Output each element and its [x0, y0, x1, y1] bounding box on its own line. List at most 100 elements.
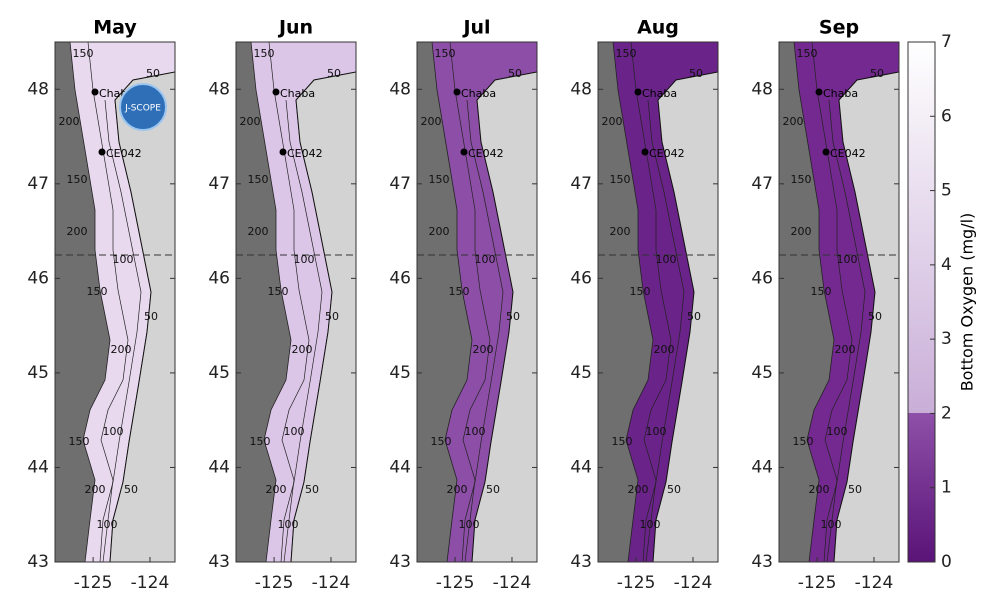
contour-label: 150	[797, 47, 818, 60]
map-panel: 150 50 200 150 200 100 150 50 200 100 150 200 50 100 C…	[570, 17, 719, 593]
contour-label: 200	[59, 115, 80, 128]
station-label: Chaba	[642, 87, 677, 100]
contour-label: 150	[87, 285, 108, 298]
contour-label: 200	[67, 225, 88, 238]
contour-label: 50	[305, 483, 319, 496]
station-label: CE042	[649, 147, 685, 160]
y-tick-label: 48	[27, 79, 49, 99]
station-label: CE042	[106, 147, 142, 160]
colorbar-upper	[908, 42, 935, 413]
land	[471, 42, 538, 563]
contour-label: 50	[870, 67, 884, 80]
contour-label: 50	[486, 483, 500, 496]
contour-label: 200	[654, 343, 675, 356]
contour-label: 50	[687, 310, 701, 323]
panel-frame	[54, 41, 176, 563]
y-tick-label: 43	[208, 552, 230, 572]
station-marker	[460, 148, 468, 156]
contour	[99, 99, 142, 563]
station-label: Chaba	[823, 87, 858, 100]
contour-label: 50	[848, 483, 862, 496]
land	[833, 42, 900, 563]
contour-label: 150	[431, 435, 452, 448]
contour-label: 50	[146, 67, 160, 80]
y-tick-label: 46	[751, 268, 773, 288]
y-tick-label: 47	[208, 174, 230, 194]
contour-label: 200	[421, 115, 442, 128]
y-tick-label: 48	[570, 79, 592, 99]
y-tick-label: 46	[389, 268, 411, 288]
panel-title: Jun	[277, 17, 313, 39]
logo-badge	[119, 83, 167, 131]
contour-label: 100	[827, 425, 848, 438]
y-tick-label: 44	[389, 457, 411, 477]
station-marker	[815, 88, 823, 96]
contour-label: 50	[124, 483, 138, 496]
map-panel: 150 50 200 150 200 100 150 50 200 100 150 200 50 100 C…	[751, 17, 900, 593]
contour-label: 200	[240, 115, 261, 128]
contour-label: 100	[459, 518, 480, 531]
colorbar-label: Bottom Oxygen (mg/l)	[958, 213, 977, 392]
contour-label: 50	[868, 310, 882, 323]
station-label: Chaba	[280, 87, 315, 100]
contour-label: 200	[610, 225, 631, 238]
contour-label: 200	[835, 343, 856, 356]
colorbar-tick-label: 1	[941, 478, 952, 498]
y-tick-label: 45	[27, 363, 49, 383]
contour-label: 150	[429, 173, 450, 186]
contour-label: 100	[475, 253, 496, 266]
panel-frame	[416, 41, 538, 563]
contour-label: 200	[783, 115, 804, 128]
logo-text: J-SCOPE	[124, 104, 161, 114]
contour-label: 200	[473, 343, 494, 356]
y-tick-label: 45	[751, 363, 773, 383]
colorbar-tick-label: 2	[941, 403, 952, 423]
contour-label: 150	[449, 285, 470, 298]
x-tick-label: -125	[798, 573, 837, 593]
contour-label: 150	[268, 285, 289, 298]
panel-title: Jul	[461, 17, 490, 39]
land	[290, 42, 357, 563]
station-marker	[272, 88, 280, 96]
x-tick-label: -124	[312, 573, 351, 593]
contour-label: 200	[85, 483, 106, 496]
y-tick-label: 43	[751, 552, 773, 572]
colorbar-tick-label: 4	[941, 255, 952, 275]
y-tick-label: 46	[27, 268, 49, 288]
x-tick-label: -125	[617, 573, 656, 593]
y-tick-label: 46	[570, 268, 592, 288]
y-tick-label: 44	[208, 457, 230, 477]
contour-label: 150	[610, 173, 631, 186]
contour-label: 150	[791, 173, 812, 186]
station-marker	[641, 148, 649, 156]
colorbar: Bottom Oxygen (mg/l) 0 1 2 3 4 5 6 7	[907, 32, 977, 572]
contour-label: 100	[465, 425, 486, 438]
panel-title: Sep	[819, 17, 859, 39]
land	[652, 42, 719, 563]
contour	[461, 99, 504, 563]
contour	[642, 99, 685, 563]
contour	[280, 99, 323, 563]
contour-label: 150	[254, 47, 275, 60]
contour-label: 200	[266, 483, 287, 496]
y-tick-label: 44	[570, 457, 592, 477]
contour-label: 100	[278, 518, 299, 531]
contour-label: 200	[292, 343, 313, 356]
y-tick-label: 45	[208, 363, 230, 383]
station-label: CE042	[287, 147, 323, 160]
contour-label: 150	[435, 47, 456, 60]
y-tick-label: 48	[208, 79, 230, 99]
station-label: Chaba	[461, 87, 496, 100]
panel-frame	[235, 41, 357, 563]
station-marker	[279, 148, 287, 156]
station-label: CE042	[468, 147, 504, 160]
contour-label: 150	[811, 285, 832, 298]
y-tick-label: 47	[570, 174, 592, 194]
contour-label: 50	[327, 67, 341, 80]
station-label: CE042	[830, 147, 866, 160]
x-tick-label: -125	[74, 573, 113, 593]
y-tick-label: 44	[27, 457, 49, 477]
contour-label: 100	[97, 518, 118, 531]
panel-frame	[597, 41, 719, 563]
